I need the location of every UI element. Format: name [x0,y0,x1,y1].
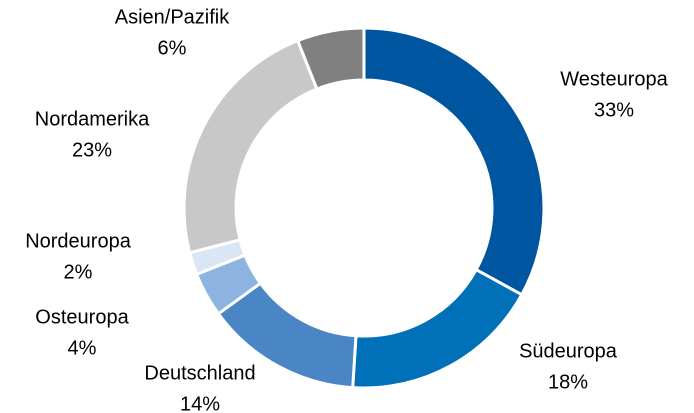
category-label: Asien/Pazifik [115,6,230,28]
value-label: 23% [72,139,112,161]
value-label: 2% [64,261,93,283]
value-label: 33% [594,99,634,121]
value-label: 14% [180,393,220,413]
value-label: 6% [158,37,187,59]
category-label: Osteuropa [35,306,129,328]
category-label: Nordamerika [35,108,150,130]
category-label: Nordeuropa [25,230,132,252]
category-label: Westeuropa [560,68,668,90]
donut-segment [351,267,524,390]
donut-segment [362,26,546,297]
category-label: Deutschland [144,362,255,384]
donut-segment [182,38,319,255]
category-label: Südeuropa [519,340,618,362]
value-label: 18% [548,371,588,393]
donut-segment [295,26,366,91]
value-label: 4% [68,337,97,359]
